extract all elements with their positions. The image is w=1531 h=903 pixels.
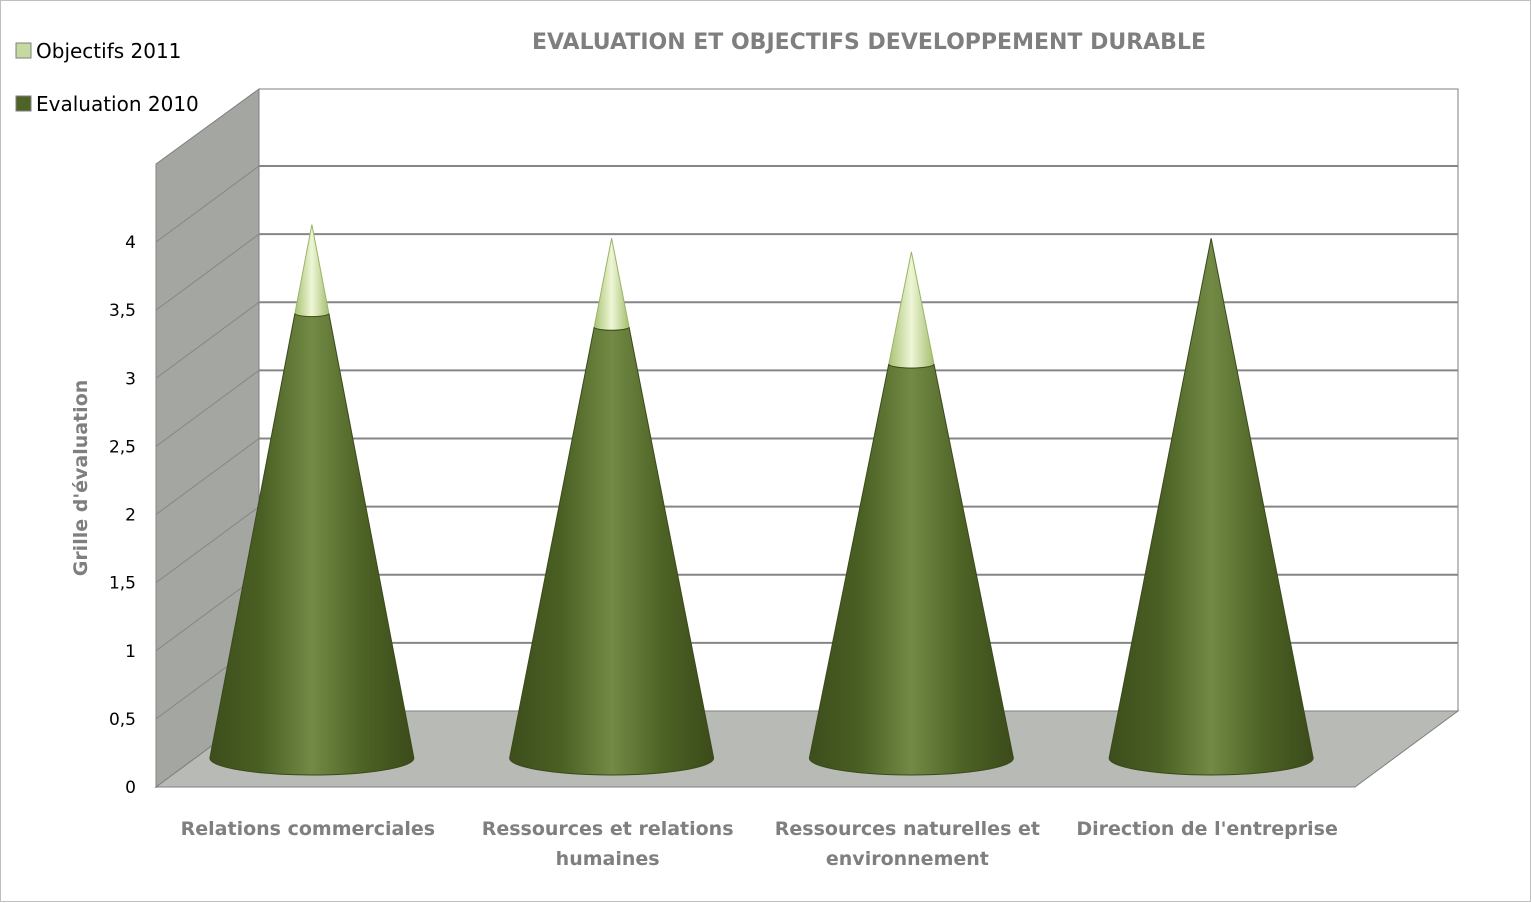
category-labels: Relations commerciales Ressources et rela… — [181, 818, 1338, 870]
x-category-label: humaines — [556, 848, 660, 870]
gridline-side — [155, 165, 260, 243]
cones — [209, 224, 1314, 776]
cone-body-evaluation-2010 — [509, 326, 715, 776]
gridline-side — [155, 369, 260, 447]
legend-swatch-evaluation-2010 — [15, 95, 32, 112]
chart-title: EVALUATION ET OBJECTIFS DEVELOPPEMENT DU… — [532, 30, 1206, 55]
cone-group — [509, 238, 715, 776]
y-tick-label: 1 — [125, 642, 136, 662]
legend-swatch-objectifs-2011 — [15, 42, 32, 59]
legend-label-objectifs-2011: Objectifs 2011 — [36, 39, 181, 63]
y-axis-label: Grille d'évaluation — [70, 380, 92, 577]
y-tick-label: 1,5 — [109, 574, 136, 594]
x-category-label: Relations commerciales — [181, 818, 435, 840]
legend-label-evaluation-2010: Evaluation 2010 — [36, 92, 199, 116]
y-tick-label: 2,5 — [109, 437, 136, 457]
x-category-label: Ressources naturelles et — [775, 818, 1040, 840]
x-category-label: Ressources et relations — [482, 818, 734, 840]
cone-body-evaluation-2010 — [209, 313, 415, 776]
gridline-side — [155, 438, 260, 515]
x-category-label: environnement — [826, 848, 989, 870]
cone-body-evaluation-2010 — [1108, 238, 1314, 776]
gridline-side — [155, 233, 260, 311]
y-tick-label: 4 — [125, 233, 136, 253]
y-tick-label: 2 — [125, 506, 136, 526]
x-category-label: Direction de l'entreprise — [1076, 818, 1337, 840]
y-tick-label: 0 — [125, 778, 136, 798]
y-tick-label: 0,5 — [109, 710, 136, 730]
y-tick-labels: 0 0,5 1 1,5 2 2,5 3 3,5 4 — [109, 233, 136, 798]
cone-group — [209, 224, 415, 776]
cone-body-evaluation-2010 — [808, 363, 1014, 776]
y-tick-label: 3 — [125, 369, 136, 389]
y-tick-label: 3,5 — [109, 301, 136, 321]
legend: Objectifs 2011 Evaluation 2010 — [15, 39, 199, 116]
cone-group — [1108, 238, 1314, 776]
gridline-side — [155, 301, 260, 379]
gridline-side — [155, 506, 260, 584]
gridline-side — [155, 574, 260, 652]
cone-group — [808, 251, 1014, 776]
